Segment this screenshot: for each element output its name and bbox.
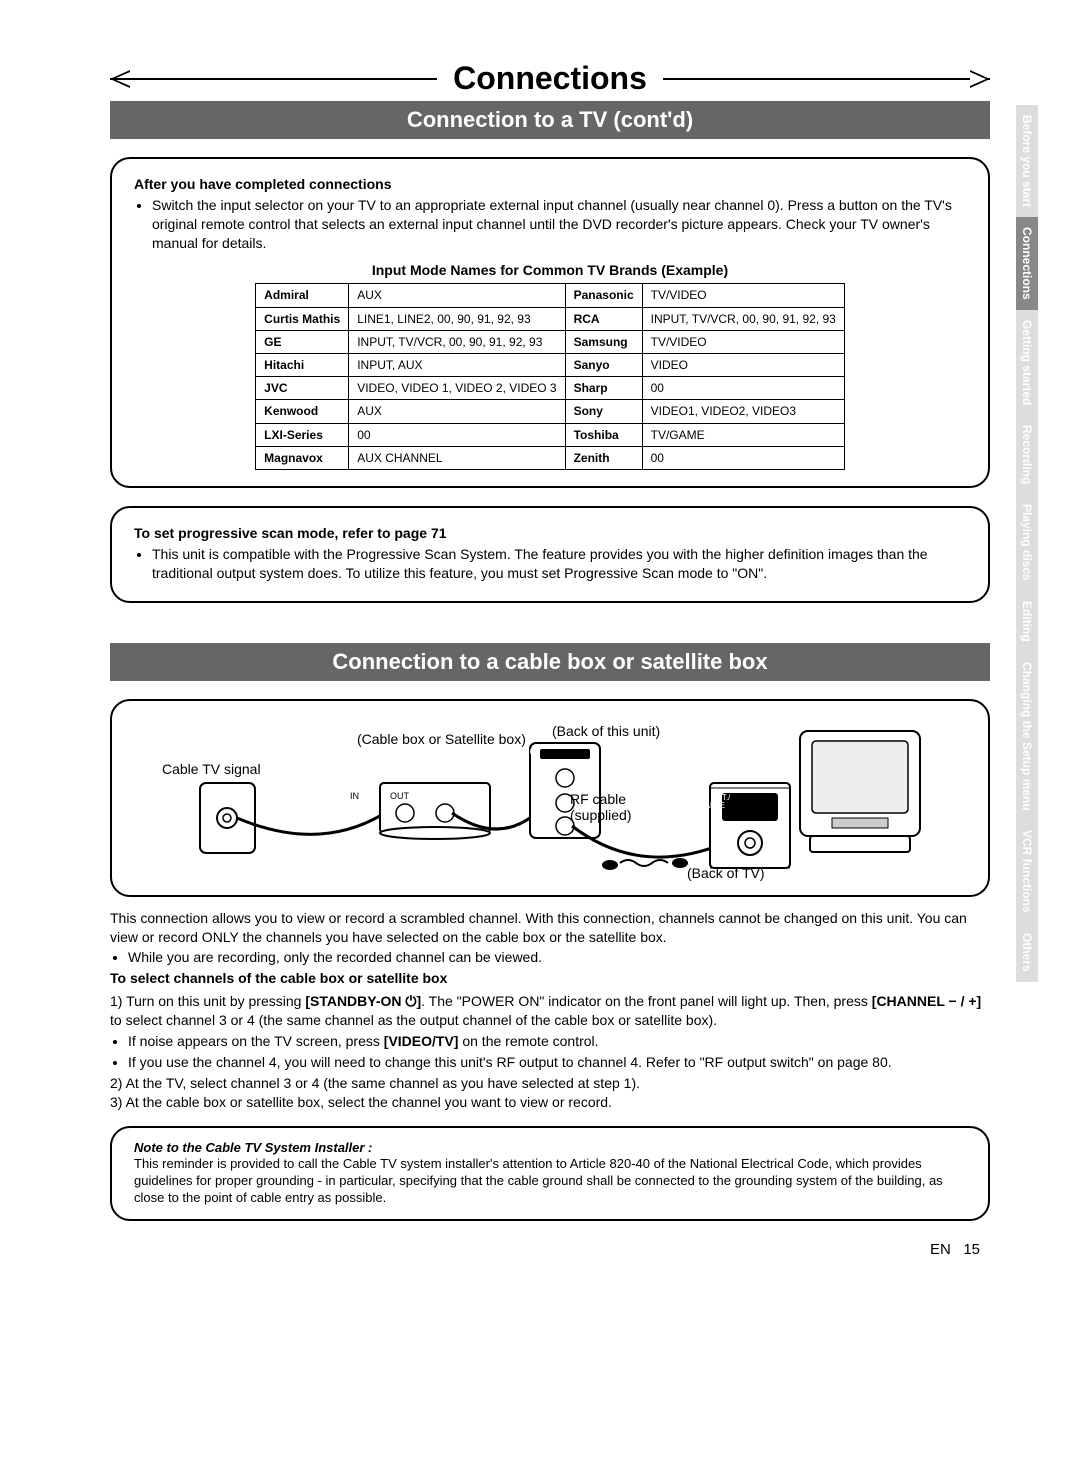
brand-value-cell: 00 (642, 446, 844, 469)
label-in: IN (350, 791, 359, 801)
page-number: EN 15 (110, 1241, 990, 1258)
s1a: 1) Turn on this unit by pressing (110, 993, 305, 1009)
brand-name-cell: Samsung (565, 330, 642, 353)
side-tab[interactable]: Editing (1016, 591, 1038, 652)
brand-value-cell: VIDEO1, VIDEO2, VIDEO3 (642, 400, 844, 423)
brand-name-cell: Sharp (565, 377, 642, 400)
brand-table: AdmiralAUXPanasonicTV/VIDEOCurtis Mathis… (255, 283, 845, 470)
side-tab[interactable]: Recording (1016, 415, 1038, 494)
table-row: KenwoodAUXSonyVIDEO1, VIDEO2, VIDEO3 (256, 400, 845, 423)
p1: This connection allows you to view or re… (110, 909, 990, 947)
note-title: Note to the Cable TV System Installer : (134, 1140, 966, 1157)
s1b: [STANDBY-ON ⏻] (305, 993, 421, 1009)
label-cable-box: (Cable box or Satellite box) (357, 731, 526, 747)
brand-name-cell: JVC (256, 377, 349, 400)
b2a: If noise appears on the TV screen, press (128, 1033, 384, 1049)
brand-name-cell: Panasonic (565, 284, 642, 307)
table-row: HitachiINPUT, AUXSanyoVIDEO (256, 354, 845, 377)
brand-value-cell: AUX (349, 284, 565, 307)
pagenum-value: 15 (963, 1241, 980, 1258)
cable-connection-text: This connection allows you to view or re… (110, 909, 990, 1112)
b2b: [VIDEO/TV] (384, 1033, 459, 1049)
side-tabs: Before you startConnectionsGetting start… (1016, 105, 1044, 982)
s1c: . The "POWER ON" indicator on the front … (421, 993, 872, 1009)
brand-value-cell: 00 (349, 423, 565, 446)
title-banner: Connections (110, 60, 990, 97)
brand-value-cell: INPUT, AUX (349, 354, 565, 377)
bullet-recording: While you are recording, only the record… (128, 948, 990, 967)
side-tab[interactable]: Before you start (1016, 105, 1038, 217)
table-row: JVCVIDEO, VIDEO 1, VIDEO 2, VIDEO 3Sharp… (256, 377, 845, 400)
brand-name-cell: Magnavox (256, 446, 349, 469)
brand-name-cell: Kenwood (256, 400, 349, 423)
installer-note: Note to the Cable TV System Installer : … (110, 1126, 990, 1222)
brand-name-cell: Toshiba (565, 423, 642, 446)
brand-name-cell: Sanyo (565, 354, 642, 377)
box1-heading: After you have completed connections (134, 175, 966, 194)
label-dvdvcr: DVD/VCR (503, 749, 535, 756)
label-rf-cable: RF cable (supplied) (570, 791, 650, 823)
brand-name-cell: GE (256, 330, 349, 353)
box-after-connections: After you have completed connections Swi… (110, 157, 990, 488)
side-tab[interactable]: Playing discs (1016, 494, 1038, 591)
diagram-svg (132, 713, 968, 883)
side-tab[interactable]: Getting started (1016, 310, 1038, 415)
label-cable-signal: Cable TV signal (162, 761, 261, 777)
brand-value-cell: AUX (349, 400, 565, 423)
label-ant: 75Ω ANT./ CABLE (687, 794, 737, 810)
side-tab[interactable]: Others (1016, 923, 1038, 982)
step-1: 1) Turn on this unit by pressing [STANDB… (110, 992, 990, 1030)
brand-value-cell: TV/VIDEO (642, 284, 844, 307)
table-row: LXI-Series00ToshibaTV/GAME (256, 423, 845, 446)
brand-table-title: Input Mode Names for Common TV Brands (E… (134, 261, 966, 280)
brand-value-cell: VIDEO, VIDEO 1, VIDEO 2, VIDEO 3 (349, 377, 565, 400)
note-text: This reminder is provided to call the Ca… (134, 1156, 966, 1207)
label-back-tv: (Back of TV) (687, 865, 765, 881)
bullet-noise: If noise appears on the TV screen, press… (128, 1032, 990, 1051)
arrow-right-icon (970, 70, 990, 88)
brand-name-cell: LXI-Series (256, 423, 349, 446)
pagenum-prefix: EN (930, 1241, 951, 1258)
box2-heading: To set progressive scan mode, refer to p… (134, 524, 966, 543)
page-title: Connections (437, 60, 663, 97)
side-tab[interactable]: Changing the Setup menu (1016, 652, 1038, 821)
brand-name-cell: RCA (565, 307, 642, 330)
section-header-tv: Connection to a TV (cont'd) (110, 101, 990, 139)
b2c: on the remote control. (458, 1033, 598, 1049)
brand-value-cell: AUX CHANNEL (349, 446, 565, 469)
table-row: AdmiralAUXPanasonicTV/VIDEO (256, 284, 845, 307)
step-2: 2) At the TV, select channel 3 or 4 (the… (110, 1074, 990, 1093)
table-row: Curtis MathisLINE1, LINE2, 00, 90, 91, 9… (256, 307, 845, 330)
brand-value-cell: 00 (642, 377, 844, 400)
connection-diagram: Cable TV signal (Cable box or Satellite … (110, 699, 990, 897)
section-header-cable: Connection to a cable box or satellite b… (110, 643, 990, 681)
brand-name-cell: Zenith (565, 446, 642, 469)
brand-name-cell: Sony (565, 400, 642, 423)
s1e: to select channel 3 or 4 (the same chann… (110, 1012, 717, 1028)
s1d: [CHANNEL − / +] (872, 993, 981, 1009)
box-progressive-scan: To set progressive scan mode, refer to p… (110, 506, 990, 603)
brand-value-cell: TV/VIDEO (642, 330, 844, 353)
select-channels-heading: To select channels of the cable box or s… (110, 969, 990, 988)
brand-name-cell: Hitachi (256, 354, 349, 377)
brand-value-cell: LINE1, LINE2, 00, 90, 91, 92, 93 (349, 307, 565, 330)
bullet-ch4: If you use the channel 4, you will need … (128, 1053, 990, 1072)
label-out: OUT (390, 791, 409, 801)
brand-value-cell: VIDEO (642, 354, 844, 377)
brand-name-cell: Curtis Mathis (256, 307, 349, 330)
brand-value-cell: INPUT, TV/VCR, 00, 90, 91, 92, 93 (642, 307, 844, 330)
box2-text: This unit is compatible with the Progres… (152, 545, 966, 583)
brand-name-cell: Admiral (256, 284, 349, 307)
brand-value-cell: INPUT, TV/VCR, 00, 90, 91, 92, 93 (349, 330, 565, 353)
table-row: GEINPUT, TV/VCR, 00, 90, 91, 92, 93Samsu… (256, 330, 845, 353)
box1-text: Switch the input selector on your TV to … (152, 196, 966, 253)
brand-value-cell: TV/GAME (642, 423, 844, 446)
label-back-unit: (Back of this unit) (552, 723, 660, 739)
side-tab[interactable]: Connections (1016, 217, 1038, 310)
side-tab[interactable]: VCR functions (1016, 820, 1038, 923)
table-row: MagnavoxAUX CHANNELZenith00 (256, 446, 845, 469)
step-3: 3) At the cable box or satellite box, se… (110, 1093, 990, 1112)
